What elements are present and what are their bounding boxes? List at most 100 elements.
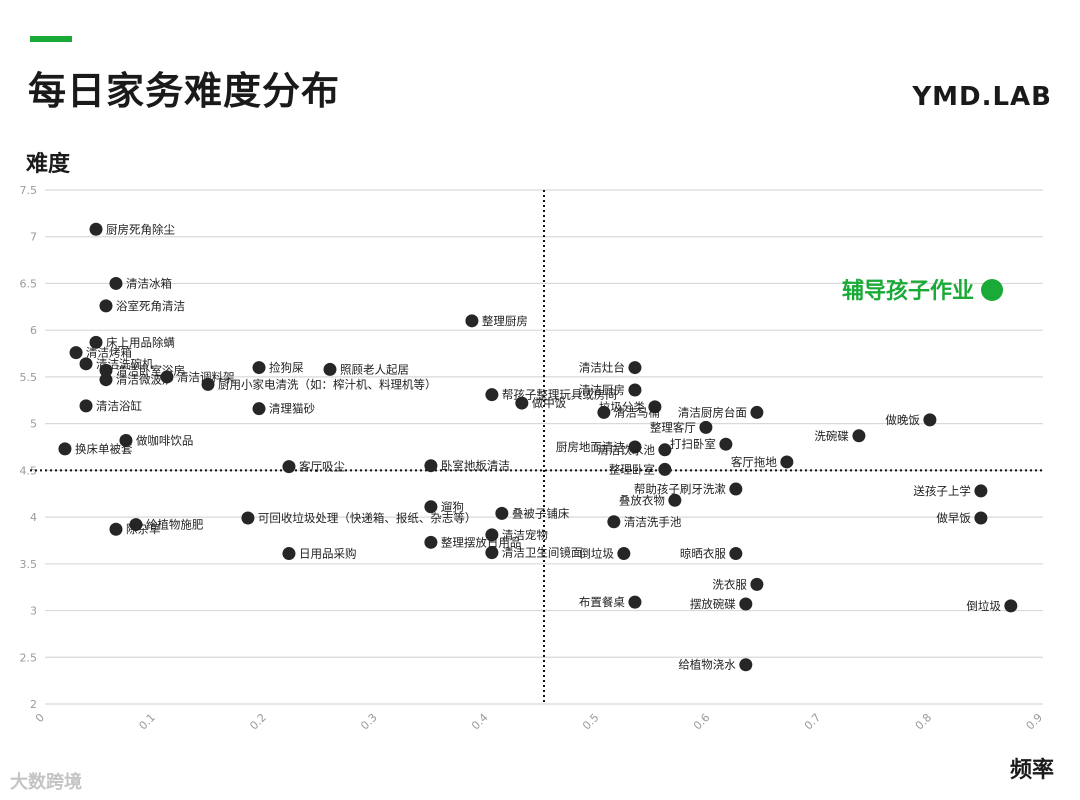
data-point-label: 整理卧室	[609, 462, 655, 476]
data-point	[628, 361, 642, 375]
data-point-label: 倒垃圾	[579, 547, 614, 561]
data-point	[719, 437, 733, 451]
x-tick-label: 0.4	[469, 711, 491, 733]
data-point-label: 捡狗屎	[269, 361, 304, 375]
data-point	[699, 420, 713, 434]
data-point-label: 清洁冰箱	[126, 276, 172, 290]
data-point-label: 洗碗碟	[814, 429, 849, 443]
data-point-label: 摆放碗碟	[690, 597, 736, 611]
x-tick-label: 0	[33, 711, 47, 725]
data-point-label: 清洁浴缸	[96, 399, 142, 413]
data-point-label: 清洁宠物	[502, 528, 548, 542]
data-point	[607, 515, 621, 529]
data-point	[658, 443, 672, 457]
data-point-label: 清洁厨房	[579, 383, 625, 397]
accent-bar	[30, 36, 72, 42]
data-point-label: 帮孩子整理玩具或房间	[502, 388, 617, 402]
data-point-label: 清洁灶台	[579, 361, 625, 375]
x-tick-label: 0.7	[802, 711, 824, 733]
data-point-label: 清洁微波炉	[116, 373, 174, 387]
data-point	[1004, 599, 1018, 613]
y-tick-label: 2	[30, 698, 37, 711]
data-point-label: 清洁烤箱	[86, 346, 132, 360]
data-point	[485, 528, 499, 542]
data-point	[739, 658, 753, 672]
x-axis-label: 频率	[1009, 758, 1054, 783]
y-tick-label: 3.5	[20, 558, 38, 571]
data-point	[424, 459, 438, 473]
data-point	[628, 595, 642, 609]
data-point	[99, 299, 113, 313]
data-point-label: 整理厨房	[482, 314, 528, 328]
data-point	[974, 484, 988, 498]
data-point	[852, 429, 866, 443]
y-tick-label: 6.5	[20, 277, 38, 290]
data-point	[129, 518, 143, 532]
data-point-label: 做中饭	[532, 396, 567, 410]
data-point	[99, 363, 113, 377]
data-point-label: 厨房地面清洁	[556, 440, 625, 454]
data-point	[628, 383, 642, 397]
data-point-label: 清洁调料架	[177, 370, 235, 384]
data-point	[750, 405, 764, 419]
data-point	[119, 433, 133, 447]
data-point-label: 清理猫砂	[269, 402, 315, 416]
data-point	[739, 597, 753, 611]
data-point	[79, 399, 93, 413]
data-point	[282, 460, 296, 474]
x-tick-label: 0.9	[1024, 711, 1046, 733]
data-point	[241, 511, 255, 525]
data-point	[109, 276, 123, 290]
data-point-label: 整理客厅	[650, 420, 696, 434]
data-point-label: 可回收垃圾处理（快递箱、报纸、杂志等）	[258, 511, 477, 525]
y-tick-label: 4	[30, 511, 37, 524]
data-point-label: 做早饭	[936, 511, 971, 525]
x-tick-label: 0.6	[691, 711, 713, 733]
data-point-label: 清洁饮水池	[597, 443, 655, 457]
data-point	[89, 222, 103, 236]
data-point	[201, 377, 215, 391]
highlight-label: 辅导孩子作业	[842, 278, 974, 304]
data-point	[79, 357, 93, 371]
data-point	[465, 314, 479, 328]
data-point	[424, 535, 438, 549]
data-point-label: 清洁马桶	[614, 405, 660, 419]
data-point	[750, 577, 764, 591]
data-point-label: 叠放衣物	[619, 493, 665, 507]
data-point	[729, 482, 743, 496]
page-title: 每日家务难度分布	[28, 69, 341, 113]
data-point	[923, 413, 937, 427]
data-point	[252, 361, 266, 375]
data-point	[729, 547, 743, 561]
data-point-label: 床上用品除螨	[106, 335, 175, 349]
data-point	[974, 511, 988, 525]
data-point	[658, 462, 672, 476]
data-point	[628, 440, 642, 454]
data-point-label: 给植物浇水	[678, 658, 736, 672]
data-point-label: 晾晒衣服	[680, 547, 726, 561]
data-point	[485, 546, 499, 560]
data-point	[99, 373, 113, 387]
y-axis-label: 难度	[26, 152, 71, 177]
data-point	[515, 396, 529, 410]
x-tick-label: 0.5	[580, 711, 602, 733]
data-point	[69, 346, 83, 360]
y-tick-label: 4.5	[20, 464, 38, 477]
data-point	[617, 547, 631, 561]
data-point-label: 打扫卧室	[670, 437, 716, 451]
data-point-label: 客厅吸尘	[299, 460, 345, 474]
data-point	[597, 405, 611, 419]
data-point-label: 日用品采购	[299, 547, 357, 561]
data-point-label: 厨用小家电清洗（如：榨汁机、料理机等）	[218, 377, 436, 391]
y-tick-label: 5.5	[20, 371, 38, 384]
data-point-label: 遛狗	[441, 500, 464, 514]
data-point	[282, 547, 296, 561]
x-tick-label: 0.8	[913, 711, 935, 733]
data-point-label: 客厅拖地	[731, 455, 777, 469]
data-point-label: 换床单被套	[75, 442, 133, 456]
data-point	[89, 335, 103, 349]
y-tick-label: 7.5	[20, 184, 38, 197]
y-tick-label: 7	[30, 231, 37, 244]
data-point-label: 整理摆放日用品	[441, 535, 521, 549]
